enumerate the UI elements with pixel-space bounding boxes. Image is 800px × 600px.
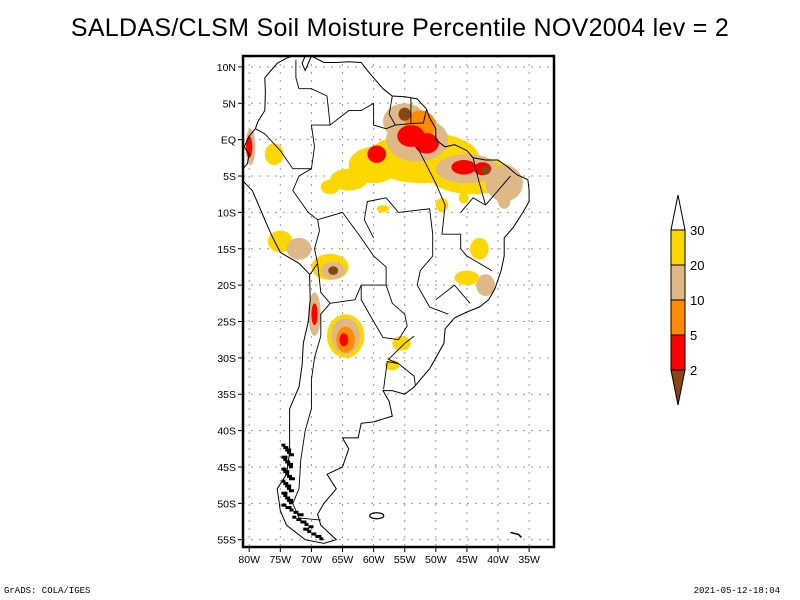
archipelago-islands	[304, 523, 308, 526]
percentile-fill	[245, 103, 522, 370]
archipelago-islands	[308, 525, 313, 528]
falkland-islands	[370, 513, 384, 519]
political-border	[361, 285, 407, 340]
archipelago-islands	[289, 453, 294, 456]
legend-arrow-top	[671, 195, 685, 230]
lat-tick-label: 40S	[217, 426, 236, 438]
percentile-region	[367, 145, 386, 162]
archipelago-islands	[289, 501, 293, 504]
legend-swatch	[671, 300, 685, 335]
political-border	[436, 285, 470, 303]
lat-tick-label: 5S	[223, 171, 236, 183]
archipelago-islands	[292, 516, 296, 519]
archipelago-islands	[319, 537, 323, 540]
lon-tick-label: 45W	[456, 554, 478, 566]
lat-tick-label: 25S	[217, 317, 236, 329]
lon-tick-label: 70W	[301, 554, 323, 566]
percentile-region	[481, 166, 491, 175]
lon-tick-label: 60W	[363, 554, 385, 566]
archipelago-islands	[289, 465, 293, 468]
legend-tick-label: 20	[690, 258, 704, 273]
percentile-region	[451, 160, 476, 175]
percentile-region	[436, 198, 448, 213]
percentile-region	[311, 303, 317, 325]
percentile-region	[392, 336, 411, 351]
map-plot: 10N5NEQ5S10S15S20S25S30S35S40S45S50S55S …	[0, 0, 800, 600]
percentile-region	[377, 205, 389, 212]
lon-tick-label: 65W	[332, 554, 354, 566]
lon-tick-label: 35W	[518, 554, 540, 566]
lat-tick-label: 50S	[217, 498, 236, 510]
legend-swatch	[671, 230, 685, 265]
lon-tick-label: 75W	[270, 554, 292, 566]
lat-tick-label: 45S	[217, 462, 236, 474]
percentile-region	[328, 266, 338, 275]
timestamp: 2021-05-12-18:04	[694, 586, 780, 596]
archipelago-islands	[289, 477, 295, 480]
grads-credit: GrADS: COLA/IGES	[4, 586, 90, 596]
legend-swatch	[671, 265, 685, 300]
lat-tick-label: 10S	[217, 207, 236, 219]
lat-tick-label: 30S	[217, 353, 236, 365]
percentile-region	[459, 192, 469, 204]
lat-tick-label: 20S	[217, 280, 236, 292]
percentile-region	[339, 333, 348, 346]
percentile-region	[399, 108, 411, 121]
legend-tick-label: 30	[690, 223, 704, 238]
south-georgia-island	[510, 532, 521, 537]
legend-tick-label: 10	[690, 293, 704, 308]
archipelago-islands	[307, 530, 311, 533]
lon-axis: 80W 75W 70W 65W 60W 55W 50W 45W 40W 35W	[238, 547, 540, 566]
percentile-region	[287, 238, 312, 260]
lat-tick-label: 55S	[217, 535, 236, 547]
lon-tick-label: 55W	[394, 554, 416, 566]
percentile-region	[321, 180, 340, 195]
archipelago-islands	[290, 508, 294, 511]
percentile-region	[498, 194, 510, 209]
lat-axis: 10N 5N EQ 5S 10S 15S 20S 25S 30S 35S 40S 45S 50S 55S	[217, 62, 243, 547]
colorbar-legend: 30 20 10 5 2	[671, 195, 704, 405]
lon-tick-label: 40W	[487, 554, 509, 566]
percentile-region	[454, 271, 479, 286]
percentile-region	[414, 133, 439, 153]
lat-tick-label: 5N	[223, 98, 236, 110]
lat-tick-label: 15S	[217, 244, 236, 256]
lon-tick-label: 80W	[238, 554, 260, 566]
legend-tick-label: 2	[690, 363, 697, 378]
lat-tick-label: 35S	[217, 389, 236, 401]
percentile-region	[265, 143, 284, 165]
lon-tick-label: 50W	[425, 554, 447, 566]
legend-arrow-bottom	[671, 370, 685, 405]
political-border	[293, 303, 330, 520]
legend-tick-label: 5	[690, 328, 697, 343]
lat-tick-label: 10N	[217, 62, 236, 74]
political-border	[296, 60, 330, 126]
percentile-region	[470, 238, 489, 260]
political-border	[364, 198, 386, 238]
archipelago-islands	[298, 513, 304, 516]
lat-tick-label: EQ	[221, 135, 236, 147]
legend-swatch	[671, 335, 685, 370]
archipelago-islands	[289, 489, 294, 492]
